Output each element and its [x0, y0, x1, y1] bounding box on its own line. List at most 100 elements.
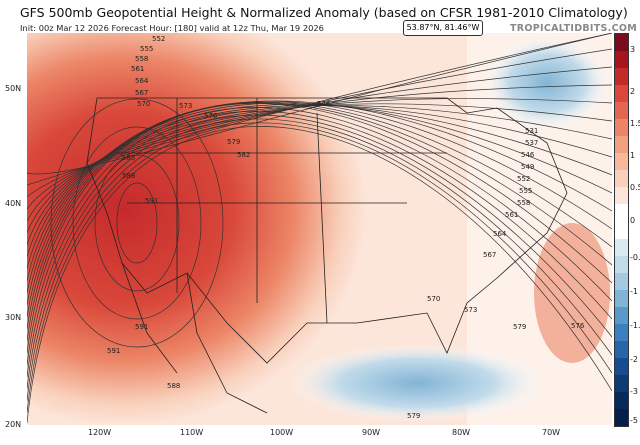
height-contour	[27, 66, 612, 210]
height-contour	[116, 182, 158, 264]
height-contour	[27, 110, 612, 378]
colorbar-bin	[615, 357, 628, 375]
colorbar-bin	[615, 289, 628, 307]
longitude-label: 70W	[542, 428, 561, 437]
contour-label: 546	[317, 100, 331, 108]
colorbar-bin	[615, 374, 628, 392]
colorbar-label: 2	[630, 87, 636, 96]
colorbar-label: -2	[630, 355, 638, 364]
colorbar-label: 1.5	[630, 119, 640, 128]
height-contour	[27, 126, 612, 424]
colorbar-bin	[615, 409, 628, 427]
longitude-label: 120W	[88, 428, 112, 437]
contour-label: 531	[525, 127, 538, 135]
colorbar-bin	[615, 68, 628, 86]
height-contour	[27, 105, 612, 258]
contour-label: 591	[135, 323, 148, 331]
longitude-label: 90W	[362, 428, 381, 437]
colorbar-bin	[615, 340, 628, 358]
colorbar-bin	[615, 51, 628, 69]
contour-label: 537	[525, 139, 538, 147]
contour-label: 588	[122, 172, 135, 180]
colorbar-bin	[615, 119, 628, 137]
contour-label: 573	[179, 102, 192, 110]
height-contour	[27, 118, 612, 402]
height-contour	[27, 103, 612, 246]
cold-anomaly-caribbean	[287, 343, 547, 423]
latitude-label: 50N	[5, 84, 22, 93]
contour-label: 573	[464, 306, 477, 314]
contour-label: 564	[493, 230, 507, 238]
colorbar-bin	[615, 221, 628, 239]
brand-watermark: TROPICALTIDBITS.COM	[510, 23, 637, 34]
colorbar-label: 3	[630, 45, 636, 54]
height-contour	[27, 107, 612, 366]
anomaly-colorbar	[614, 33, 629, 427]
contour-label: 552	[517, 175, 530, 183]
contour-label: 591	[107, 347, 120, 355]
political-boundaries	[86, 97, 568, 414]
cursor-coordinate-readout: 53.87°N, 81.46°W	[403, 20, 483, 36]
height-contour	[27, 84, 612, 222]
colorbar-bin	[615, 170, 628, 188]
colorbar-bin	[615, 85, 628, 103]
contour-label: 579	[407, 412, 420, 420]
height-contour	[27, 105, 612, 270]
colorbar-label: 0.5	[630, 183, 640, 192]
colorbar-bin	[615, 204, 628, 222]
contour-label: 564	[135, 77, 149, 85]
height-contours	[27, 33, 612, 424]
height-contour	[27, 102, 612, 294]
anomaly-map[interactable]: 552 555 558 561 564 567 570 573 576 579 582 585 588 5…	[27, 33, 612, 425]
colorbar-bin	[615, 323, 628, 341]
contour-label: 555	[140, 45, 153, 53]
contour-label: 582	[237, 151, 250, 159]
latitude-label: 30N	[5, 313, 22, 322]
height-contour	[27, 33, 612, 186]
colorbar-bin	[615, 272, 628, 290]
map-subtitle: Init: 00z Mar 12 2026 Forecast Hour: [18…	[20, 23, 324, 33]
longitude-label: 110W	[180, 428, 204, 437]
colorbar-label: -1	[630, 287, 638, 296]
contour-label: 591	[145, 197, 158, 205]
latitude-label: 40N	[5, 199, 22, 208]
height-contour	[50, 98, 224, 348]
longitude-label: 100W	[270, 428, 294, 437]
contour-label: 567	[135, 89, 148, 97]
contour-label: 552	[152, 35, 165, 43]
colorbar-bin	[615, 391, 628, 410]
colorbar-bin	[615, 238, 628, 256]
contour-label: 588	[167, 382, 180, 390]
warm-anomaly-atlantic	[534, 223, 610, 363]
height-contour	[27, 122, 612, 414]
map-title: GFS 500mb Geopotential Height & Normaliz…	[20, 5, 628, 20]
contour-label: 570	[427, 295, 440, 303]
colorbar-bin	[615, 102, 628, 120]
height-contour	[27, 104, 612, 282]
contour-label: 555	[519, 187, 532, 195]
contour-label: 576	[571, 322, 585, 330]
height-contour	[27, 114, 612, 390]
colorbar-bin	[615, 306, 628, 324]
contour-label: 570	[137, 100, 150, 108]
colorbar-bin	[615, 34, 628, 52]
latitude-label: 20N	[5, 420, 22, 429]
contour-label: 558	[517, 199, 530, 207]
contour-label: 549	[521, 163, 534, 171]
colorbar-label: 1	[630, 151, 636, 160]
contour-label: 561	[505, 211, 518, 219]
height-contour	[94, 154, 180, 292]
colorbar-label: -3	[630, 387, 638, 396]
colorbar-label: -5	[630, 416, 638, 425]
contour-label: 546	[521, 151, 535, 159]
cold-anomaly-northeast	[483, 35, 611, 131]
colorbar-label: 0	[630, 216, 636, 225]
contour-label: 567	[483, 251, 496, 259]
contour-label: 579	[227, 138, 240, 146]
colorbar-bin	[615, 187, 628, 205]
contour-label: 558	[135, 55, 148, 63]
colorbar-label: -1.5	[630, 321, 640, 330]
height-contour	[27, 48, 612, 198]
colorbar-label: -0.5	[630, 253, 640, 262]
colorbar-bin	[615, 153, 628, 171]
